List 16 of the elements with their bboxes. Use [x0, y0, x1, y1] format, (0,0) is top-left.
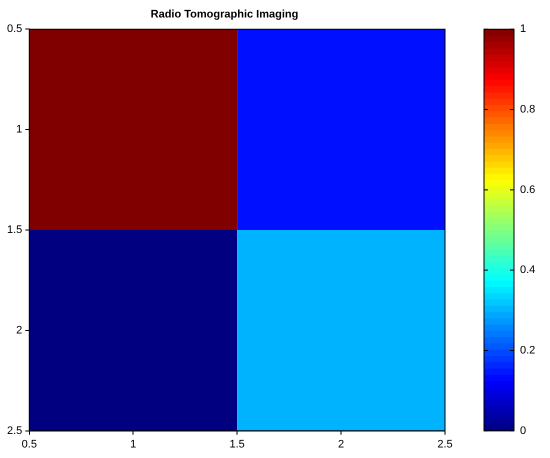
- x-tick-label: 1.5: [229, 438, 245, 450]
- y-tick-label: 1: [16, 124, 22, 136]
- color-bar-label: 0.8: [520, 104, 536, 116]
- chart-title: Radio Tomographic Imaging: [150, 8, 298, 21]
- x-tick-label: 2.5: [437, 438, 453, 450]
- color-bar-label: 0.6: [520, 184, 536, 196]
- x-tick-label: 2: [338, 438, 344, 450]
- y-tick-label: 0.5: [6, 23, 22, 36]
- y-tick-label: 2.5: [6, 424, 22, 437]
- x-tick-label: 1: [130, 438, 136, 450]
- color-bar-label: 0.4: [520, 264, 536, 276]
- y-tick-label: 1.5: [6, 224, 22, 236]
- y-tick-label: 2: [16, 324, 22, 336]
- color-bar-label: 1: [520, 23, 526, 36]
- color-bar-label: 0.2: [520, 344, 536, 357]
- color-bar-label: 0: [520, 424, 526, 437]
